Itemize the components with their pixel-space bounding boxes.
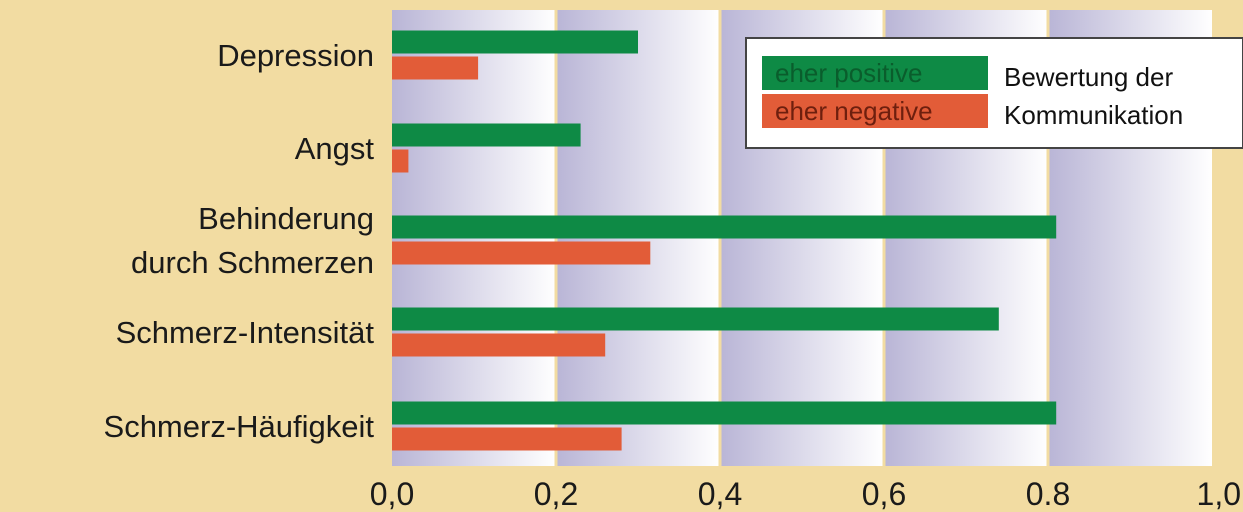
bar-eher-positive-4: [392, 401, 1057, 425]
category-labels: Depression Angst Behinderung durch Schmerze…: [104, 38, 375, 444]
x-tick-labels: 0,0 0,2 0,4 0,6 0.8 1,0: [370, 476, 1241, 512]
x-tick-label: 1,0: [1197, 476, 1241, 512]
x-tick-label: 0,2: [534, 476, 578, 512]
bar-eher-positive-1: [392, 123, 581, 147]
legend-swatch: [762, 56, 988, 90]
category-label: Behinderung: [198, 201, 374, 236]
bars-group: [392, 30, 1057, 451]
bar-eher-positive-2: [392, 215, 1057, 239]
x-tick-label: 0,0: [370, 476, 414, 512]
legend-box: [745, 37, 1243, 149]
x-tick-label: 0.8: [1026, 476, 1070, 512]
legend-title: Kommunikation: [1004, 100, 1183, 130]
bar-eher-negative-4: [392, 427, 622, 451]
bar-eher-negative-0: [392, 56, 479, 80]
bar-eher-positive-3: [392, 307, 999, 331]
bar-eher-negative-2: [392, 241, 651, 265]
x-tick-label: 0,4: [698, 476, 742, 512]
legend-label: eher positive: [775, 58, 922, 88]
legend-label: eher negative: [775, 96, 933, 126]
bar-eher-positive-0: [392, 30, 638, 54]
category-label: Schmerz-Häufigkeit: [104, 409, 375, 444]
category-label: durch Schmerzen: [131, 245, 374, 280]
legend-swatch: [762, 94, 988, 128]
bar-eher-negative-3: [392, 333, 606, 357]
category-label: Depression: [217, 38, 374, 73]
category-label: Schmerz-Intensität: [116, 315, 375, 350]
legend: eher positive eher negative Bewertung der K…: [745, 37, 1243, 149]
legend-title: Bewertung der: [1004, 62, 1173, 92]
bar-eher-negative-1: [392, 149, 409, 173]
category-label: Angst: [295, 131, 375, 166]
x-tick-label: 0,6: [862, 476, 906, 512]
